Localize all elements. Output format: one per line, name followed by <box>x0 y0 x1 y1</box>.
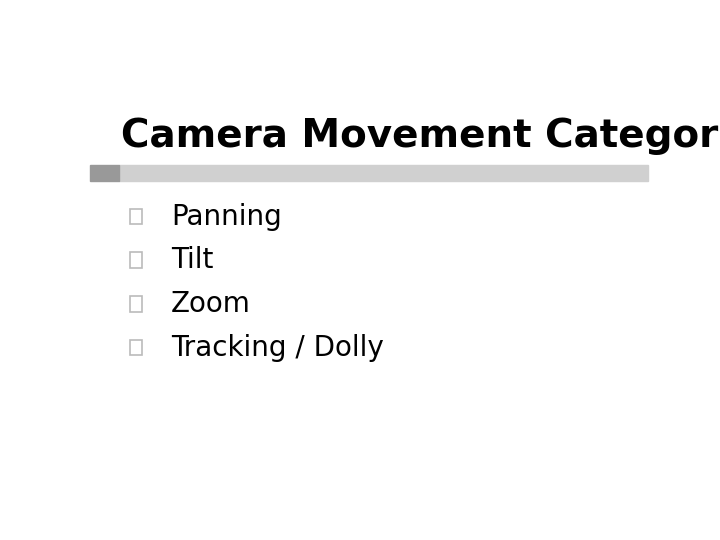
Bar <box>130 296 143 312</box>
Text: Zoom: Zoom <box>171 290 251 318</box>
Bar <box>130 208 143 225</box>
Text: Tracking / Dolly: Tracking / Dolly <box>171 334 384 362</box>
Bar <box>119 165 648 181</box>
Text: Panning: Panning <box>171 202 282 231</box>
Bar <box>130 252 143 268</box>
Text: Tilt: Tilt <box>171 246 213 274</box>
Bar <box>130 340 143 355</box>
Text: Camera Movement Categories: Camera Movement Categories <box>121 117 720 155</box>
Bar <box>90 165 119 181</box>
